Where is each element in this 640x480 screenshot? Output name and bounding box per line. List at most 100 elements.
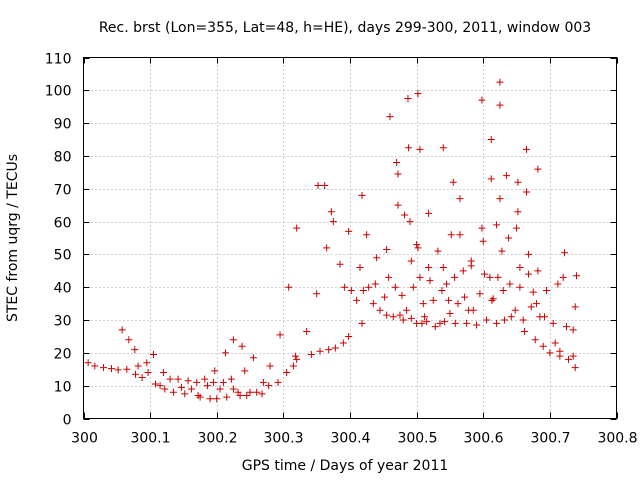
data-point <box>507 313 515 321</box>
data-point <box>211 367 219 375</box>
data-point <box>436 319 444 327</box>
data-point <box>347 287 355 295</box>
data-point <box>561 249 569 257</box>
data-point <box>345 332 353 340</box>
data-point <box>493 221 501 229</box>
data-point <box>339 339 347 347</box>
data-point <box>525 250 533 258</box>
data-point <box>416 273 424 281</box>
data-point <box>407 314 415 322</box>
data-point <box>498 247 506 255</box>
y-tick-label: 90 <box>54 117 72 133</box>
data-point <box>421 313 429 321</box>
data-point <box>409 283 417 291</box>
data-point <box>376 306 384 314</box>
data-point <box>386 113 394 121</box>
x-tick-label: 300.6 <box>463 431 503 447</box>
y-tick-labels: 0 10 20 30 40 50 60 70 80 90 100 110 <box>45 52 72 429</box>
data-point <box>144 369 152 377</box>
y-axis-label: STEC from uqrg / TECUs <box>5 154 21 322</box>
data-point <box>223 393 231 401</box>
data-point <box>569 326 577 334</box>
data-point <box>229 385 237 393</box>
data-point <box>399 316 407 324</box>
data-point <box>443 280 451 288</box>
data-point <box>529 288 537 296</box>
x-tick-label: 300.8 <box>597 431 637 447</box>
data-point <box>293 355 301 363</box>
x-tick-label: 300.3 <box>263 431 303 447</box>
data-point <box>511 306 519 314</box>
data-point <box>516 264 524 272</box>
data-point <box>398 291 406 299</box>
data-point <box>219 378 227 386</box>
data-point <box>389 313 397 321</box>
data-point <box>445 296 453 304</box>
data-point <box>229 336 237 344</box>
data-point <box>496 195 504 203</box>
data-point <box>456 195 464 203</box>
data-point <box>331 344 339 352</box>
data-point <box>394 201 402 209</box>
data-point <box>125 336 133 344</box>
data-point <box>276 331 284 339</box>
data-point <box>563 323 571 331</box>
data-point <box>258 390 266 398</box>
data-point <box>451 273 459 281</box>
data-point <box>431 323 439 331</box>
x-tick-labels: 300 300.1 300.2 300.3 300.4 300.5 300.6 300.7 30… <box>71 431 637 447</box>
data-point <box>534 165 542 173</box>
data-point <box>118 326 126 334</box>
data-point <box>478 96 486 104</box>
data-point <box>393 159 401 167</box>
data-point <box>514 178 522 186</box>
data-point <box>91 362 99 370</box>
data-point <box>516 283 524 291</box>
data-point <box>321 181 329 189</box>
data-point <box>405 144 413 152</box>
data-point <box>406 218 414 226</box>
data-point <box>414 90 422 98</box>
data-point <box>187 385 195 393</box>
data-point <box>539 342 547 350</box>
data-point <box>521 328 529 336</box>
data-point <box>476 290 484 298</box>
y-tick-label: 10 <box>54 380 72 396</box>
chart-title: Rec. brst (Lon=355, Lat=48, h=HE), days … <box>99 20 591 36</box>
data-point <box>285 283 293 291</box>
data-point <box>323 244 331 252</box>
y-tick-label: 80 <box>54 150 72 166</box>
data-point <box>533 300 541 308</box>
data-point <box>496 78 504 86</box>
data-point <box>439 264 447 272</box>
data-point <box>84 359 92 367</box>
data-point <box>569 352 577 360</box>
data-point <box>358 319 366 327</box>
data-point <box>265 382 273 390</box>
axis-ticks <box>83 57 618 420</box>
data-point <box>313 290 321 298</box>
y-tick-label: 50 <box>54 248 72 264</box>
x-tick-label: 300 <box>71 431 98 447</box>
data-point <box>423 318 431 326</box>
data-point <box>184 377 192 385</box>
data-point <box>523 145 531 153</box>
data-point <box>166 375 174 383</box>
data-point <box>169 388 177 396</box>
data-point <box>554 280 562 288</box>
data-point <box>291 352 299 360</box>
data-point <box>143 359 151 367</box>
data-point <box>549 319 557 327</box>
data-point <box>161 385 169 393</box>
data-point <box>404 95 412 103</box>
data-point <box>149 351 157 359</box>
data-point <box>383 311 391 319</box>
data-point <box>514 208 522 216</box>
data-point <box>138 373 146 381</box>
data-point <box>519 316 527 324</box>
data-point <box>213 395 221 403</box>
data-point <box>525 270 533 278</box>
data-point <box>469 306 477 314</box>
data-point <box>156 382 164 390</box>
data-point <box>107 365 115 373</box>
